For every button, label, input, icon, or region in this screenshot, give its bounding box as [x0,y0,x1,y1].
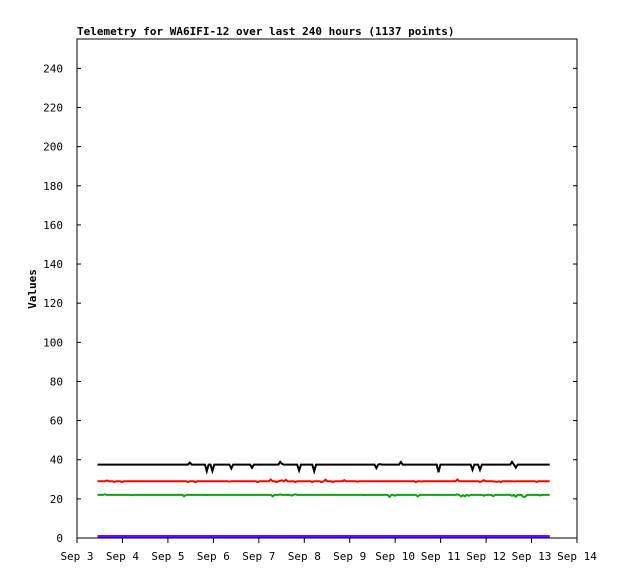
x-tick-label: Sep 7 [242,550,275,563]
y-tick-label: 140 [43,258,63,271]
series-line-2 [97,493,550,499]
chart-title: Telemetry for WA6IFI-12 over last 240 ho… [77,25,455,38]
y-tick-label: 40 [50,454,63,467]
plot-area-frame [76,38,578,539]
x-tick-label: Sep 14 [557,550,597,563]
y-tick-label: 200 [43,141,63,154]
y-tick-label: 240 [43,62,63,75]
series-line-1 [97,478,550,484]
series-layer [97,460,550,538]
y-tick-label: 0 [56,532,63,545]
x-tick-label: Sep 11 [421,550,461,563]
x-tick-label: Sep 5 [151,550,184,563]
x-tick-label: Sep 13 [512,550,552,563]
y-axis-label: Values [26,269,39,309]
y-tick-label: 180 [43,180,63,193]
y-tick-label: 160 [43,219,63,232]
x-tick-label: Sep 4 [106,550,139,563]
y-axis: 0 20 40 60 80 100 120 140 160 180 200 220 240 [43,62,577,545]
x-tick-label: Sep 6 [197,550,230,563]
x-tick-label: Sep 3 [60,550,93,563]
x-tick-label: Sep 9 [333,550,366,563]
series-line-0 [97,460,550,475]
y-tick-label: 100 [43,336,63,349]
x-tick-label: Sep 10 [375,550,415,563]
y-tick-label: 80 [50,375,63,388]
y-tick-label: 120 [43,297,63,310]
x-tick-label: Sep 8 [288,550,321,563]
x-tick-label: Sep 12 [466,550,506,563]
y-tick-label: 220 [43,101,63,114]
y-tick-label: 60 [50,415,63,428]
y-tick-label: 20 [50,493,63,506]
x-axis: Sep 3 Sep 4 Sep 5 Sep 6 Sep 7 Sep 8 Sep 9 Sep 1… [60,538,597,563]
